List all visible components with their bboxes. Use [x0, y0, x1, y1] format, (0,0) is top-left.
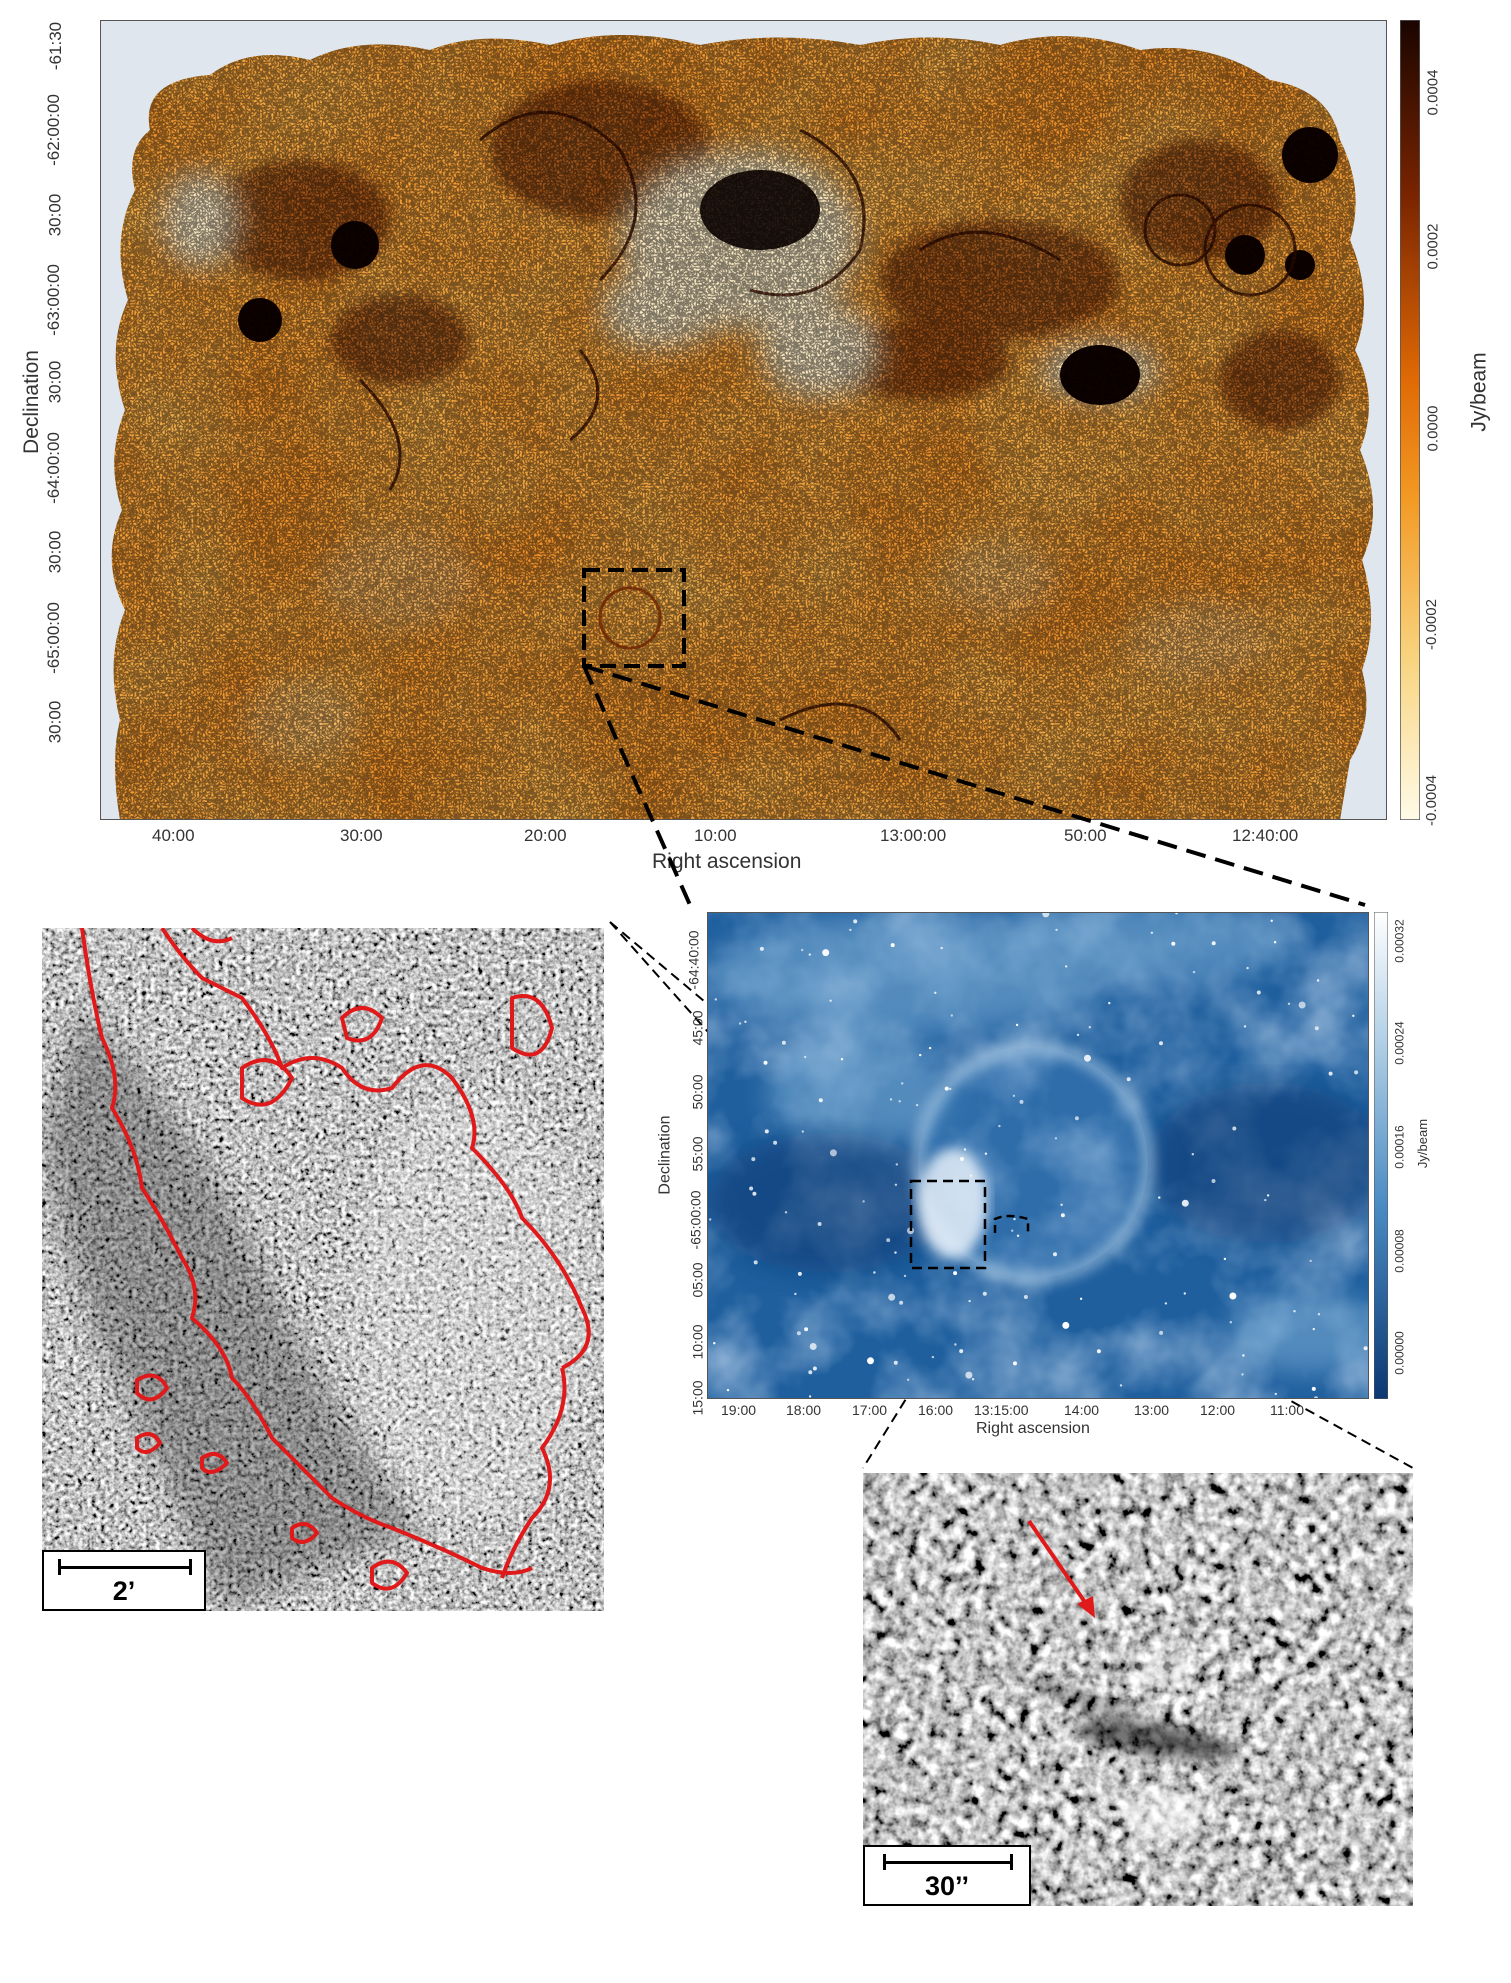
dec-tick: 45:00 [689, 1010, 706, 1046]
left-inset: 2’ [42, 928, 604, 1611]
ra-tick: 30:00 [340, 826, 383, 845]
colorbar-tick: 0.00032 [1392, 919, 1407, 963]
ra-tick: 40:00 [152, 826, 195, 845]
left-scale-label: 2’ [112, 1576, 136, 1606]
dec-tick: 50:00 [689, 1074, 706, 1110]
colorbar-tick: 0.00008 [1392, 1229, 1407, 1273]
ra-tick: 12:00 [1200, 1402, 1236, 1418]
ra-tick: 13:15:00 [974, 1402, 1029, 1418]
colorbar-tick: 0.00000 [1392, 1331, 1407, 1375]
ra-tick: 14:00 [1064, 1402, 1100, 1418]
ra-tick: 19:00 [721, 1402, 757, 1418]
colorbar-tick: 0.00024 [1392, 1021, 1407, 1065]
dec-tick: 10:00 [689, 1324, 706, 1360]
main-map-image [100, 20, 1387, 820]
ra-tick: 13:00:00 [880, 826, 947, 845]
left-scale-box: 2’ [42, 1550, 206, 1611]
left-inset-image [42, 928, 604, 1611]
ra-tick: 50:00 [1064, 826, 1107, 845]
zoom-x-axis-title: Right ascension [976, 1420, 1090, 1437]
right-inset-image [863, 1473, 1413, 1906]
dec-tick: 15:00 [689, 1380, 706, 1416]
ra-tick: 18:00 [786, 1402, 822, 1418]
ra-tick: 10:00 [694, 826, 737, 845]
dec-tick: -64:40:00 [685, 930, 702, 990]
ra-tick: 17:00 [852, 1402, 888, 1418]
right-inset: 30’’ [863, 1473, 1413, 1906]
zoom-map-image [708, 913, 1368, 1398]
zoom-y-axis-title: Declination [656, 1115, 674, 1195]
dec-tick: 05:00 [689, 1262, 706, 1298]
zoom-colorbar-label: Jy/beam [1415, 1118, 1431, 1169]
ra-tick: 11:00 [1270, 1402, 1304, 1418]
main-map [100, 20, 1387, 820]
ra-tick: 13:00 [1134, 1402, 1170, 1418]
ra-tick: 16:00 [918, 1402, 954, 1418]
pointer-arrow [1027, 1519, 1095, 1618]
right-scale-box: 30’’ [863, 1845, 1031, 1906]
ra-tick: 12:40:00 [1232, 826, 1299, 845]
selection-box [582, 568, 686, 668]
zoom-colorbar [1373, 911, 1389, 1400]
contour-lines [80, 928, 591, 1591]
right-scale-label: 30’’ [924, 1871, 970, 1901]
main-x-axis-title: Right ascension [652, 850, 802, 873]
colorbar-tick: 0.00016 [1392, 1125, 1407, 1169]
dec-tick: 55:00 [689, 1136, 706, 1172]
zoom-map [707, 912, 1369, 1399]
dec-tick: -65:00:00 [687, 1190, 704, 1250]
ra-tick: 20:00 [524, 826, 567, 845]
